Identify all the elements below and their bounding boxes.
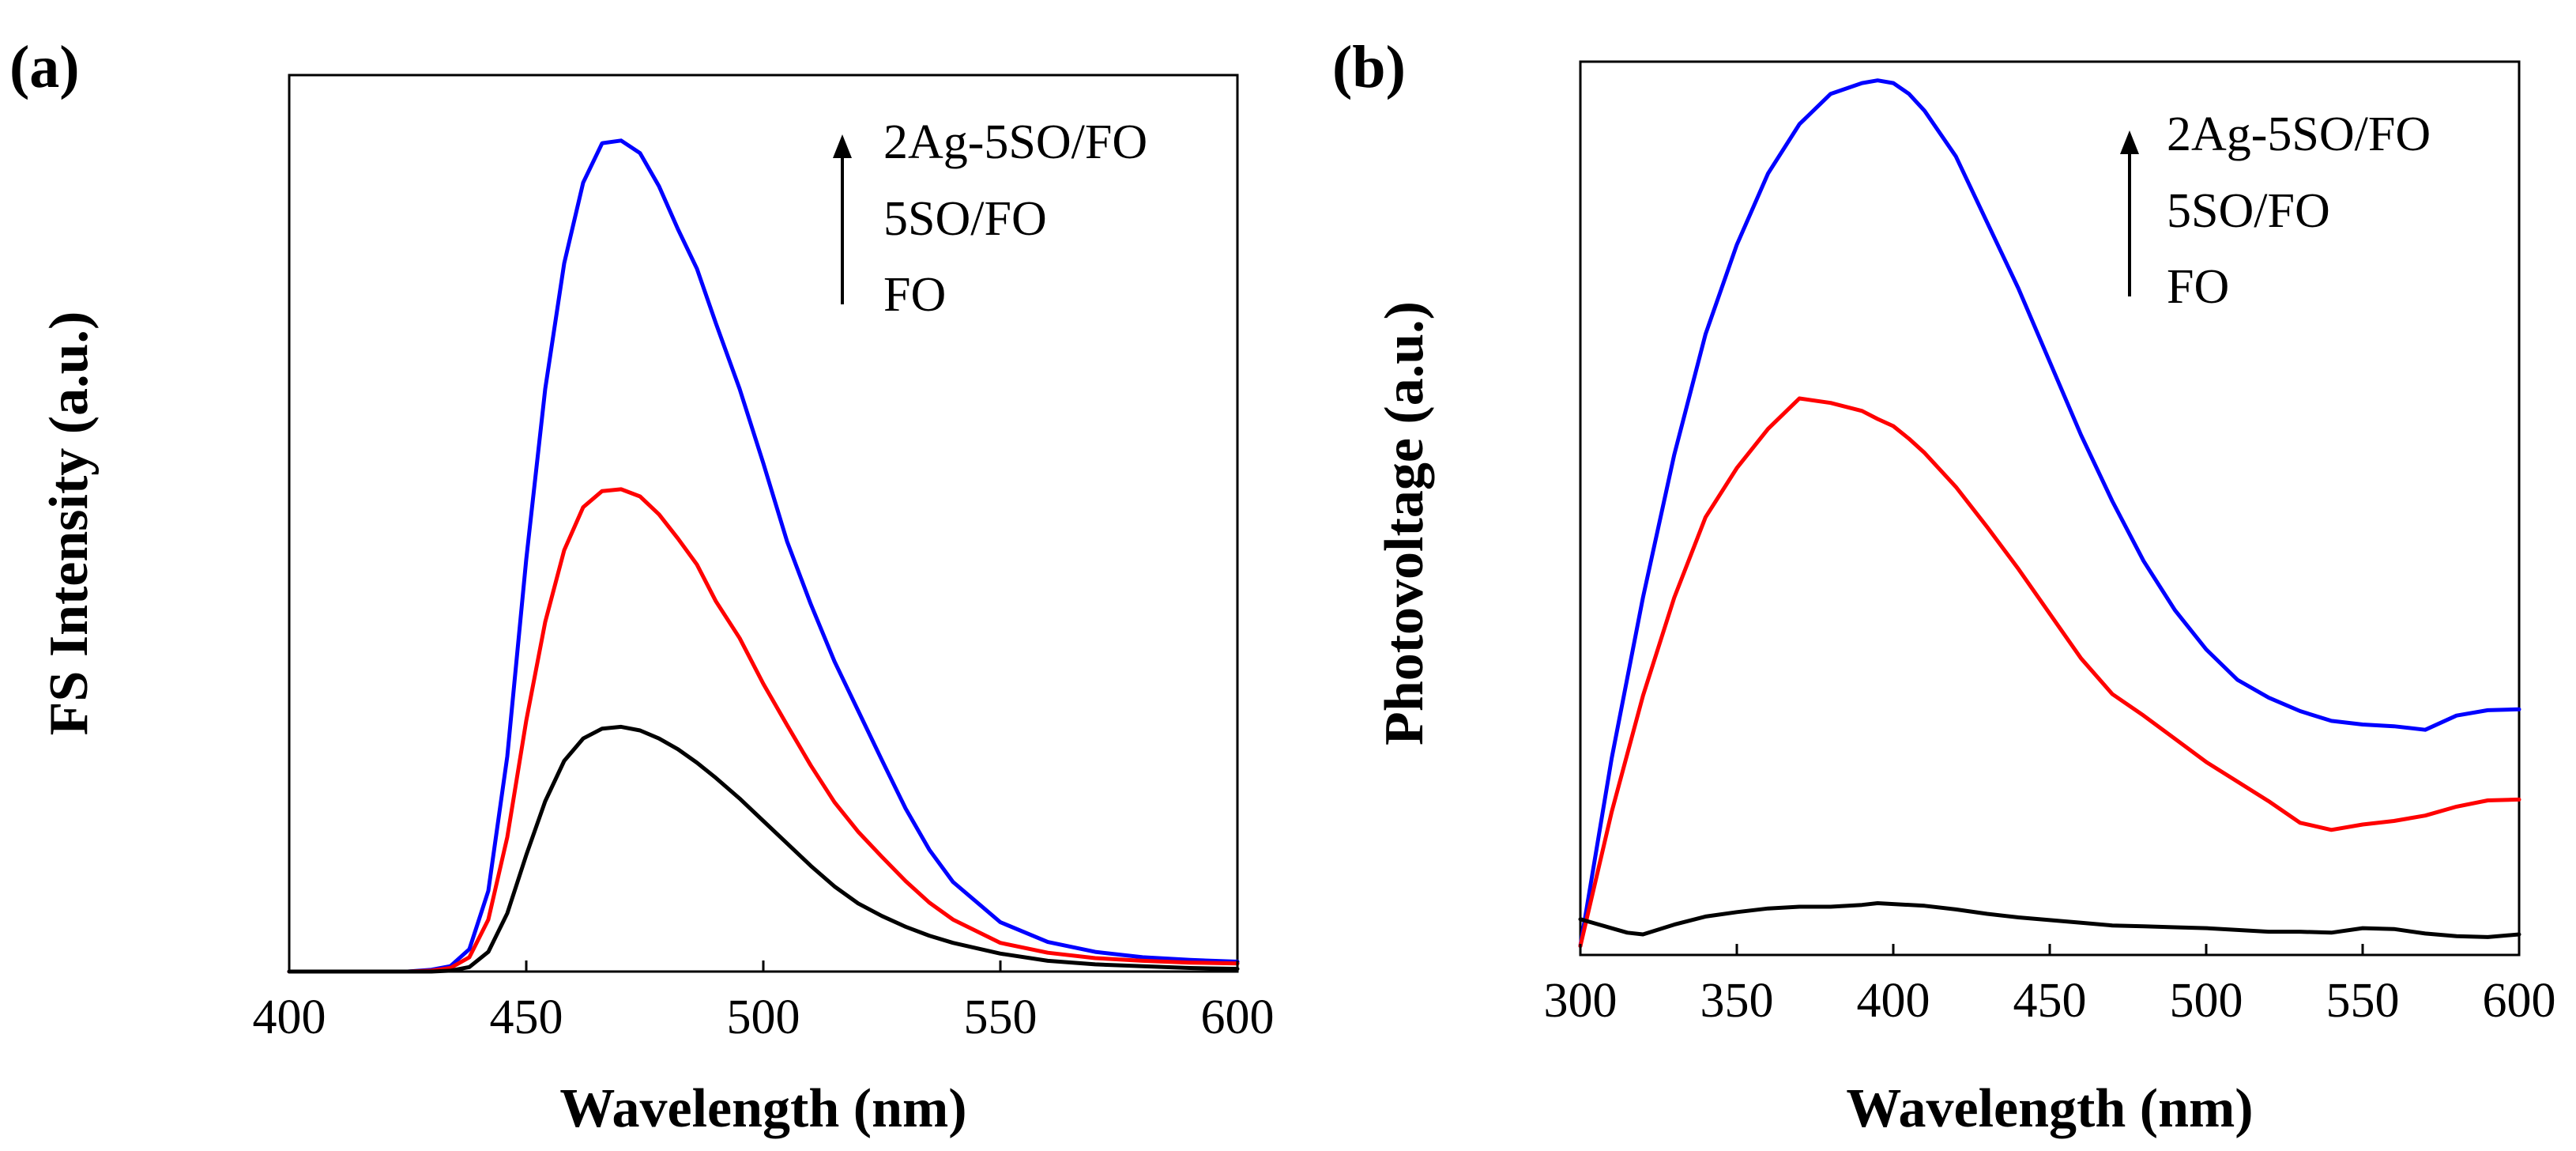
panel-b-legend-arrow-head (2120, 130, 2139, 154)
panel-b-series-line-5so-fo (1578, 396, 2521, 949)
panel-a-legend-arrow-head (833, 134, 852, 158)
panel-a-x-tick-label: 450 (490, 991, 563, 1044)
panel-b-x-ticks: 300 350 400 450 500 550 600 (1544, 944, 2556, 1028)
panel-a-label: (a) (9, 34, 80, 100)
panel-b-x-tick-label: 500 (2170, 974, 2243, 1028)
panel-b: (b) 300 350 400 450 500 550 600 2Ag-5SO/FO 5SO… (1332, 34, 2556, 1139)
panel-a-x-tick-label: 400 (253, 991, 326, 1044)
panel-b-x-axis-title: Wavelength (nm) (1846, 1078, 2253, 1139)
panel-b-legend-entry: 2Ag-5SO/FO (2167, 108, 2431, 161)
panel-a-x-tick-label: 550 (964, 991, 1038, 1044)
panel-a-legend-entry: 2Ag-5SO/FO (883, 115, 1147, 169)
panel-a-legend-entry: 5SO/FO (883, 192, 1047, 246)
panel-a-series-group (287, 138, 1240, 974)
panel-b-x-tick-label: 400 (1857, 974, 1930, 1028)
panel-b-legend-entry: 5SO/FO (2167, 184, 2330, 238)
panel-a-series-line-2ag-5so-fo (287, 138, 1240, 974)
panel-a-plot-frame (288, 74, 1239, 973)
panel-b-x-tick-label: 300 (1544, 974, 1618, 1028)
panel-a-series-line-fo (287, 724, 1240, 974)
panel-a-x-axis-title: Wavelength (nm) (559, 1078, 966, 1139)
panel-a-series-line-5so-fo (287, 487, 1240, 974)
panel-b-label: (b) (1332, 34, 1406, 100)
panel-b-legend: 2Ag-5SO/FO 5SO/FO FO (2120, 108, 2431, 314)
panel-b-series-line-fo (1578, 901, 2521, 939)
panel-a-legend-entry: FO (883, 268, 946, 322)
panel-a-x-ticks: 400 450 500 550 600 (253, 960, 1275, 1044)
panel-a: (a) 400 450 500 550 600 2Ag-5SO/FO 5SO/FO FO… (9, 34, 1275, 1139)
panel-b-series-line-2ag-5so-fo (1578, 78, 2521, 949)
panel-a-y-axis-title: FS Intensity (a.u.) (39, 311, 100, 736)
panel-b-x-tick-label: 450 (2013, 974, 2087, 1028)
panel-a-x-tick-label: 600 (1201, 991, 1275, 1044)
panel-a-x-tick-label: 500 (727, 991, 800, 1044)
panel-b-legend-entry: FO (2167, 260, 2229, 314)
panel-a-legend: 2Ag-5SO/FO 5SO/FO FO (833, 115, 1147, 322)
panel-b-x-tick-label: 350 (1700, 974, 1774, 1028)
panel-b-series-group (1578, 78, 2521, 949)
panel-b-x-tick-label: 600 (2483, 974, 2556, 1028)
panel-b-x-tick-label: 550 (2326, 974, 2400, 1028)
panel-b-y-axis-title: Photovoltage (a.u.) (1374, 301, 1435, 745)
